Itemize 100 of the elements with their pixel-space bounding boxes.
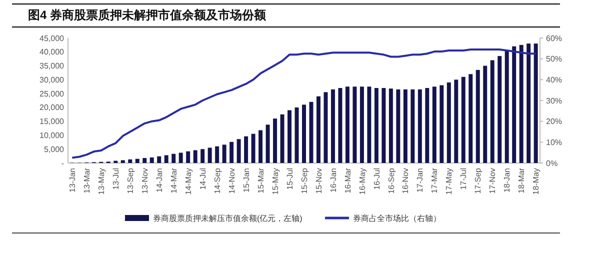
bar: [352, 86, 357, 163]
bar: [483, 66, 488, 163]
bar: [374, 88, 378, 163]
bar: [461, 76, 466, 163]
bar: [200, 149, 205, 163]
bar: [367, 86, 372, 163]
x-tick-label: 14-Jul: [198, 168, 208, 190]
y-tick-label: 10,000: [40, 131, 65, 140]
bar: [208, 148, 212, 163]
bar: [172, 154, 176, 163]
x-tick-label: 16-Jul: [372, 168, 382, 190]
x-tick-label: 17-Sep: [474, 167, 483, 194]
x-tick-label: 15-Mar: [256, 168, 266, 194]
x-tick-label: 15-Sep: [300, 167, 309, 194]
chart-title: 图4 券商股票质押未解押市值余额及市场份额: [28, 8, 268, 22]
x-tick-label: 14-Sep: [212, 167, 222, 194]
x-tick-label: 15-May: [270, 168, 280, 195]
y-tick-label: 30,000: [40, 75, 65, 84]
y2-tick-label: 10%: [546, 138, 562, 147]
y2-tick-label: 40%: [546, 75, 562, 84]
bar: [273, 118, 278, 163]
x-tick-label: 14-Nov: [227, 168, 236, 194]
bar: [142, 158, 147, 163]
bar: [316, 96, 320, 163]
bar: [135, 158, 140, 163]
bar: [360, 86, 364, 163]
bar: [526, 44, 531, 163]
bar: [446, 82, 451, 163]
bar: [345, 86, 350, 163]
y-tick-label: 5,000: [44, 144, 65, 154]
bar: [280, 114, 284, 163]
bar: [288, 110, 292, 163]
x-tick-label: 16-May: [358, 168, 367, 195]
y-tick-label: 45,000: [40, 34, 65, 43]
x-tick-label: 17-Mar: [430, 168, 440, 194]
bar: [432, 86, 436, 163]
x-tick-label: 15-Jul: [285, 168, 294, 190]
x-tick-label: 17-Nov: [488, 168, 498, 194]
bar: [215, 146, 220, 163]
x-tick-label: 16-Jan: [328, 168, 338, 192]
x-tick-label: 17-May: [444, 168, 454, 195]
y-tick-label: -: [61, 158, 64, 168]
x-tick-label: 18-Mar: [517, 168, 526, 194]
bar: [157, 156, 162, 163]
bar: [425, 88, 430, 163]
bar: [330, 89, 335, 163]
bar: [193, 150, 198, 163]
x-tick-label: 17-Jul: [459, 168, 468, 190]
bar: [418, 89, 422, 163]
bar: [476, 70, 480, 163]
bar: [512, 46, 516, 163]
bar: [504, 50, 509, 163]
bar: [120, 160, 125, 163]
bar: [266, 124, 270, 163]
bar: [468, 74, 473, 163]
bar: [403, 89, 408, 163]
bar: [150, 157, 154, 163]
y-tick-label: 20,000: [40, 103, 65, 112]
bar: [236, 139, 241, 163]
bar: [338, 88, 342, 163]
bar: [490, 60, 494, 163]
bar: [230, 142, 234, 163]
bar: [178, 152, 183, 163]
bar: [251, 134, 256, 163]
y-tick-label: 15,000: [40, 117, 65, 126]
x-tick-label: 13-Sep: [126, 167, 135, 194]
y2-tick-label: 0%: [546, 158, 558, 168]
bar: [244, 136, 248, 163]
y2-tick-label: 30%: [546, 96, 562, 106]
x-tick-label: 13-Nov: [140, 168, 150, 194]
bar: [498, 56, 502, 163]
y2-tick-label: 60%: [546, 34, 562, 43]
y-tick-label: 35,000: [40, 62, 65, 71]
bar: [324, 92, 328, 163]
x-tick-label: 13-Jul: [111, 168, 120, 190]
x-tick-label: 18-Jan: [502, 168, 512, 192]
x-tick-label: 13-Mar: [82, 168, 92, 194]
bar: [410, 89, 415, 163]
bar: [164, 155, 168, 163]
y-tick-label: 25,000: [40, 89, 65, 98]
bar: [454, 80, 458, 163]
legend-label: 券商占全市场比（右轴）: [353, 214, 441, 223]
x-tick-label: 17-Jan: [416, 168, 425, 192]
x-tick-label: 14-Mar: [169, 168, 178, 194]
bar: [186, 151, 190, 163]
y2-tick-label: 20%: [546, 117, 562, 126]
legend-label: 券商股票质押未解压市值余额(亿元，左轴): [153, 214, 303, 223]
x-tick-label: 18-May: [532, 168, 541, 195]
bar: [440, 85, 444, 163]
x-tick-label: 16-Mar: [343, 168, 352, 194]
x-tick-label: 13-May: [96, 168, 106, 195]
x-tick-label: 13-Jan: [68, 168, 77, 192]
y-tick-label: 40,000: [40, 48, 65, 57]
y2-tick-label: 50%: [546, 54, 562, 64]
x-tick-label: 16-Nov: [401, 168, 410, 194]
bar: [519, 44, 524, 163]
bar: [222, 144, 226, 163]
x-tick-label: 14-May: [184, 168, 193, 195]
bar: [382, 88, 386, 163]
bar: [258, 130, 263, 163]
